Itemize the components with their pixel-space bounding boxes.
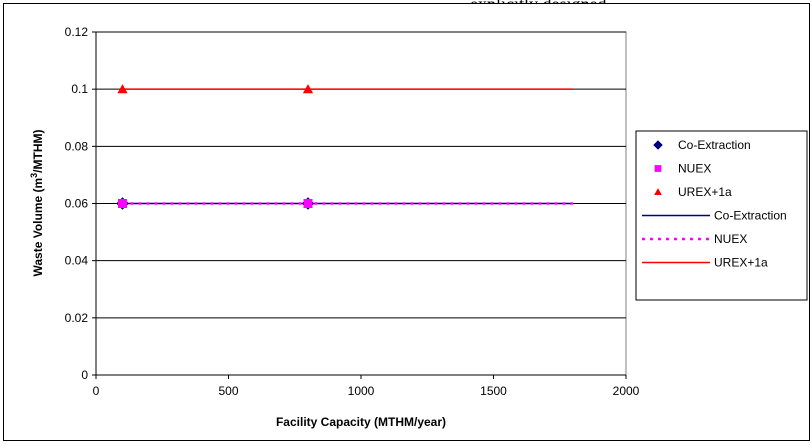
legend-marker-diamond (653, 140, 663, 150)
legend-label: Co-Extraction (678, 138, 751, 152)
y-tick-label: 0 (81, 368, 88, 382)
point-nuex (303, 199, 313, 208)
legend-label: NUEX (714, 232, 747, 246)
series-layer (116, 84, 573, 210)
x-tick-label: 2000 (613, 384, 640, 398)
legend-marker-square (654, 165, 662, 172)
y-tick-label: 0.08 (65, 139, 89, 153)
legend-marker-triangle (654, 188, 662, 196)
y-tick-label: 0.06 (65, 197, 89, 211)
y-tick-label: 0.1 (71, 82, 88, 96)
x-tick-label: 0 (93, 384, 100, 398)
y-axis-label-unit: /MTHM) (31, 129, 45, 172)
legend-label: UREX+1a (714, 256, 768, 270)
x-axis-label: Facility Capacity (MTHM/year) (276, 415, 446, 429)
legend: Co-Extraction NUEX UREX+1a Co-Extraction NUE… (635, 130, 808, 301)
legend-label: Co-Extraction (714, 209, 787, 223)
point-nuex (118, 199, 127, 208)
y-axis-label: Waste Volume (m3/MTHM) (29, 129, 45, 276)
y-tick-label: 0.04 (65, 254, 89, 268)
y-tick-label: 0.12 (65, 25, 89, 39)
y-axis-label-main: Waste Volume (m (31, 178, 45, 277)
x-tick-label: 1000 (348, 384, 375, 398)
x-tick-label: 500 (218, 384, 238, 398)
y-axis-label-superscript: 3 (29, 173, 39, 178)
point-urex-1a (302, 84, 314, 94)
axes: 0 0.02 0.04 0.06 0.08 0.1 0.12 0 500 1000 1500 2000 (65, 25, 640, 398)
x-tick-label: 1500 (480, 384, 507, 398)
point-urex-1a (117, 84, 128, 94)
legend-label: NUEX (678, 162, 711, 176)
y-tick-label: 0.02 (65, 311, 89, 325)
legend-label: UREX+1a (678, 185, 732, 199)
